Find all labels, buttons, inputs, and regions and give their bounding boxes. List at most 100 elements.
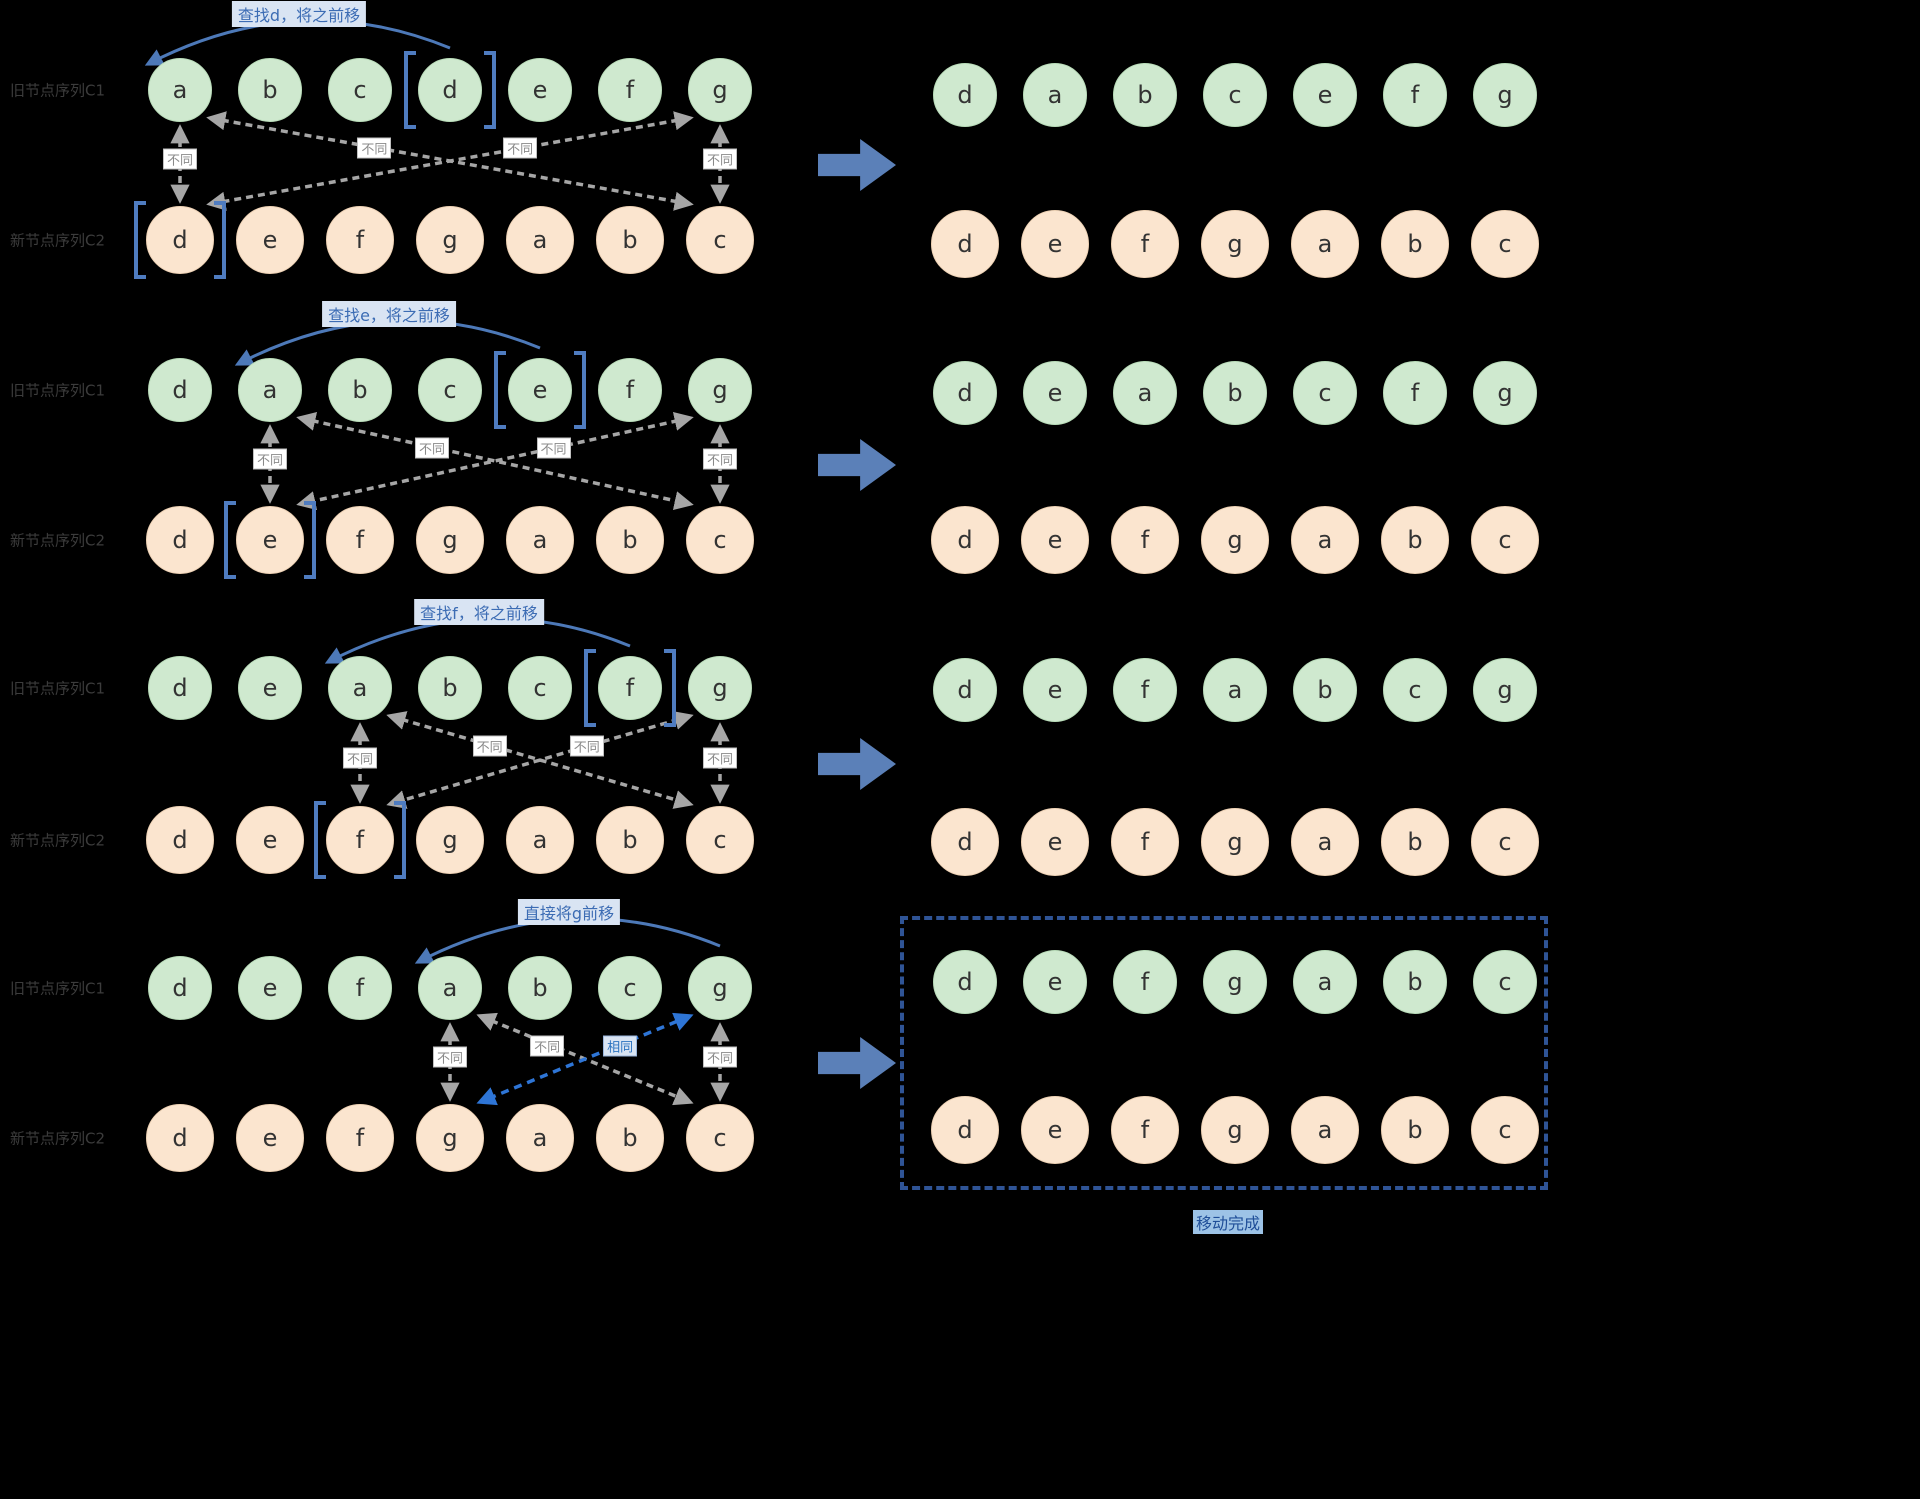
node-circle: g (1201, 506, 1269, 574)
node-circle: b (1203, 361, 1267, 425)
row-label-new-sequence: 新节点序列C2 (10, 831, 106, 850)
node-circle: b (1381, 1096, 1449, 1164)
node-circle: b (418, 656, 482, 720)
node-circle: a (1293, 950, 1357, 1014)
node-circle: g (1203, 950, 1267, 1014)
node-circle: d (931, 808, 999, 876)
node-circle: f (1113, 950, 1177, 1014)
compare-arrow-cross (386, 711, 694, 809)
different-label: 不同 (702, 448, 738, 470)
different-label: 不同 (530, 1035, 565, 1057)
node-circle: a (1291, 210, 1359, 278)
node-circle: b (1381, 506, 1449, 574)
node-circle: g (416, 1104, 484, 1172)
node-circle: d (148, 358, 212, 422)
node-circle: e (1021, 506, 1089, 574)
bracket-right-icon (214, 201, 226, 279)
node-circle: d (418, 58, 482, 122)
bracket-right-icon (664, 649, 676, 727)
node-circle: e (1021, 1096, 1089, 1164)
node-circle: g (688, 358, 752, 422)
node-circle: a (1291, 808, 1359, 876)
node-circle: f (1383, 63, 1447, 127)
different-label: 不同 (357, 137, 392, 159)
different-label: 不同 (702, 1046, 738, 1068)
different-label: 不同 (472, 735, 507, 757)
node-circle: d (146, 206, 214, 274)
node-circle: g (1473, 361, 1537, 425)
node-circle: g (688, 58, 752, 122)
row-label-new-sequence: 新节点序列C2 (10, 231, 106, 250)
node-circle: a (418, 956, 482, 1020)
node-circle: c (1383, 658, 1447, 722)
node-circle: d (146, 1104, 214, 1172)
node-circle: d (146, 506, 214, 574)
compare-arrow-cross (296, 411, 694, 511)
node-circle: f (598, 656, 662, 720)
node-circle: a (506, 806, 574, 874)
node-circle: g (1201, 210, 1269, 278)
node-circle: d (148, 956, 212, 1020)
node-circle: f (598, 358, 662, 422)
node-circle: d (933, 361, 997, 425)
node-circle: a (1203, 658, 1267, 722)
node-circle: c (1293, 361, 1357, 425)
node-circle: g (416, 206, 484, 274)
node-circle: d (931, 1096, 999, 1164)
node-circle: e (236, 1104, 304, 1172)
node-circle: c (1471, 808, 1539, 876)
node-circle: d (146, 806, 214, 874)
step-annotation: 查找d，将之前移 (231, 1, 367, 27)
different-label: 不同 (503, 137, 538, 159)
node-circle: f (326, 806, 394, 874)
node-circle: e (508, 358, 572, 422)
node-circle: e (1021, 210, 1089, 278)
node-circle: a (148, 58, 212, 122)
node-circle: g (416, 806, 484, 874)
bracket-right-icon (484, 51, 496, 129)
node-circle: b (596, 1104, 664, 1172)
node-circle: d (933, 658, 997, 722)
node-circle: g (1473, 658, 1537, 722)
node-circle: c (1203, 63, 1267, 127)
step-annotation: 直接将g前移 (517, 899, 621, 925)
node-circle: f (1111, 506, 1179, 574)
bracket-right-icon (574, 351, 586, 429)
node-circle: b (1113, 63, 1177, 127)
node-circle: f (1111, 808, 1179, 876)
node-circle: f (328, 956, 392, 1020)
bracket-left-icon (224, 501, 236, 579)
node-circle: d (148, 656, 212, 720)
node-circle: g (1201, 808, 1269, 876)
node-circle: b (1383, 950, 1447, 1014)
bracket-left-icon (584, 649, 596, 727)
different-label: 不同 (702, 148, 738, 170)
node-circle: e (236, 206, 304, 274)
node-circle: f (1111, 1096, 1179, 1164)
bracket-right-icon (304, 501, 316, 579)
node-circle: e (1023, 658, 1087, 722)
node-circle: b (238, 58, 302, 122)
move-curve-arrow (414, 917, 721, 964)
node-circle: c (508, 656, 572, 720)
node-circle: a (238, 358, 302, 422)
different-label: 不同 (569, 735, 604, 757)
different-label: 不同 (414, 437, 450, 459)
different-label: 不同 (252, 448, 288, 470)
node-circle: a (1291, 506, 1359, 574)
node-circle: c (1471, 1096, 1539, 1164)
node-circle: d (931, 506, 999, 574)
node-circle: g (688, 656, 752, 720)
node-circle: a (1113, 361, 1177, 425)
bracket-left-icon (494, 351, 506, 429)
node-circle: f (326, 1104, 394, 1172)
node-circle: c (598, 956, 662, 1020)
node-circle: c (686, 506, 754, 574)
node-circle: e (508, 58, 572, 122)
step-annotation: 查找e，将之前移 (322, 301, 456, 327)
node-circle: f (326, 206, 394, 274)
node-circle: g (688, 956, 752, 1020)
node-circle: a (328, 656, 392, 720)
node-circle: c (686, 1104, 754, 1172)
row-label-new-sequence: 新节点序列C2 (10, 1129, 106, 1148)
